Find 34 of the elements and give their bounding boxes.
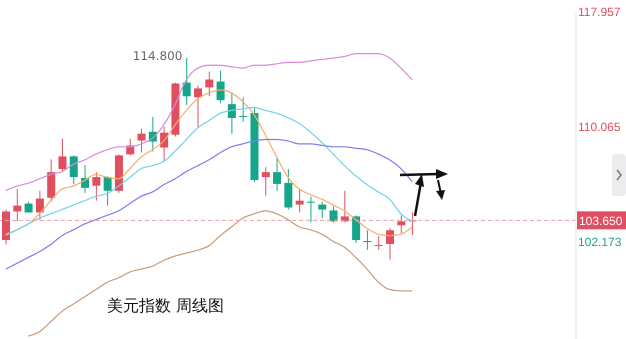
candlestick: [374, 236, 383, 250]
candlestick: [330, 206, 338, 223]
line-series: [5, 53, 413, 192]
candlestick: [194, 84, 202, 128]
candlestick: [318, 201, 326, 219]
candlestick: [363, 230, 372, 250]
candlestick: [228, 92, 236, 134]
candlestick: [92, 172, 100, 202]
candlestick: [216, 70, 225, 104]
candlestick: [58, 138, 66, 173]
y-tick-label: 117.957: [578, 5, 621, 19]
candlestick: [36, 190, 44, 221]
annotation: 114.800: [132, 48, 182, 63]
y-tick-label: 102.173: [578, 234, 622, 249]
candlestick: [262, 166, 270, 196]
candlestick: [70, 155, 78, 184]
y-tick-label: 110.065: [578, 120, 621, 134]
candlestick: [397, 214, 406, 234]
candlestick: [239, 96, 248, 122]
candlestick: [296, 188, 304, 213]
candlestick: [104, 176, 112, 206]
candlestick: [182, 57, 191, 106]
line-series: [28, 210, 413, 337]
candlestick: [205, 71, 214, 97]
candlestick: [386, 228, 394, 260]
candlestick: [138, 128, 146, 153]
ref-line-label: 103.650: [579, 214, 623, 228]
candlestick: [306, 196, 315, 223]
candlestick: [24, 201, 33, 213]
text: 美元指数 周线图: [107, 296, 224, 317]
line-series: [5, 138, 413, 270]
candlestick: [352, 214, 360, 244]
candlestick: [273, 156, 282, 192]
candlestick: [13, 188, 22, 222]
